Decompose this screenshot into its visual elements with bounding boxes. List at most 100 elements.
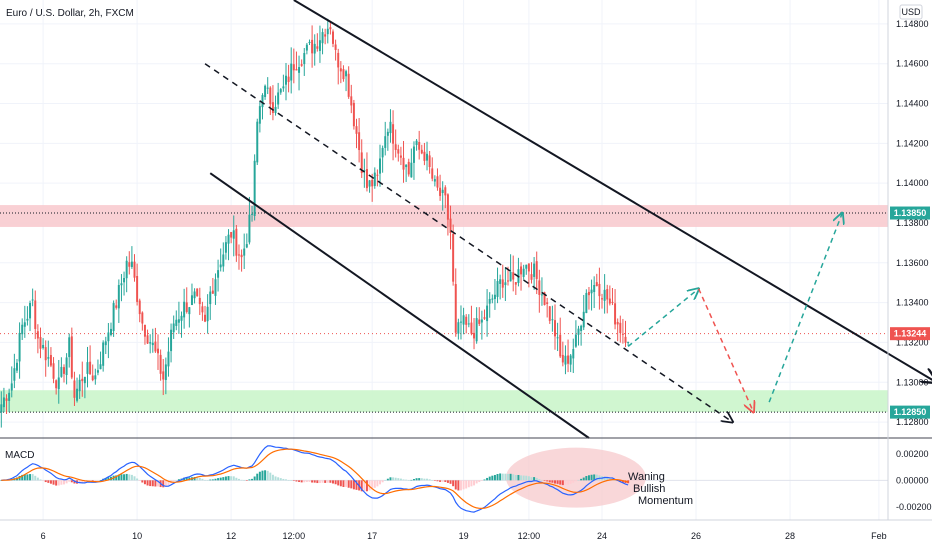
candle-body (311, 39, 314, 54)
candle-body (394, 144, 397, 150)
resistance-badge-label: 1.13850 (894, 208, 927, 218)
candle-body (157, 348, 160, 354)
bullish-leg-1-projection[interactable] (627, 289, 699, 347)
macd-histogram-bar (394, 477, 397, 481)
macd-histogram-bar (493, 474, 496, 481)
candle-body (339, 68, 342, 72)
candle-body (475, 318, 478, 342)
macd-histogram-bar (514, 475, 517, 481)
currency-box[interactable] (899, 4, 923, 20)
macd-histogram-bar (23, 474, 26, 481)
candle-body (616, 321, 619, 325)
macd-histogram-bar (538, 479, 541, 481)
mid-channel-line[interactable] (204, 63, 733, 422)
candle-body (412, 146, 415, 163)
candle-body (206, 306, 209, 322)
price-tick-label: 1.13000 (896, 377, 929, 387)
macd-tick-label: -0.00200 (896, 502, 932, 512)
candle-body (185, 302, 188, 312)
candle-body (39, 337, 42, 349)
support-badge-label: 1.12850 (894, 407, 927, 417)
macd-histogram-bar (436, 480, 439, 482)
macd-histogram-bar (614, 480, 617, 481)
time-tick-label: 26 (691, 531, 701, 541)
bearish-leg-projection[interactable] (697, 288, 754, 412)
macd-histogram-bar (350, 480, 353, 489)
macd-histogram-bar (311, 480, 314, 483)
candle-body (452, 233, 455, 282)
candle-body (57, 377, 60, 390)
macd-histogram-bar (198, 477, 201, 481)
candle-body (546, 302, 549, 304)
macd-histogram-bar (332, 480, 334, 484)
candle-body (363, 170, 366, 172)
macd-histogram-bar (298, 480, 301, 482)
candle-body (457, 322, 460, 334)
macd-highlight-ellipse (505, 447, 646, 508)
candle-body (548, 306, 551, 321)
candle-body (373, 172, 376, 186)
macd-histogram-bar (392, 477, 395, 481)
candle-body (235, 228, 238, 256)
candle-body (193, 291, 196, 299)
candle-body (478, 319, 481, 324)
candle-body (251, 213, 254, 215)
macd-histogram-bar (214, 478, 217, 481)
lower-channel-line[interactable] (209, 172, 590, 439)
candle-body (89, 361, 92, 375)
candle-body (23, 322, 26, 327)
macd-histogram-bar (154, 480, 157, 487)
candle-body (499, 279, 502, 284)
macd-histogram-bar (193, 476, 196, 481)
macd-histogram-bar (172, 480, 175, 482)
current-price-badge-label: 1.13244 (894, 329, 927, 339)
macd-histogram-bar (415, 478, 418, 481)
price-axis[interactable]: 1.14800 1.14600 1.14400 1.14200 1.14000 1.138… (896, 19, 929, 427)
candle-body (303, 53, 306, 65)
candle-body (358, 132, 361, 151)
macd-histogram-bar (426, 478, 429, 481)
candle-body (608, 298, 611, 304)
time-tick-label: Feb (871, 531, 887, 541)
macd-histogram-bar (556, 480, 559, 484)
macd-histogram-bar (509, 473, 512, 481)
candle-body (621, 333, 624, 335)
macd-histogram-bar (287, 480, 290, 481)
time-axis[interactable]: 6 10 12 12:00 17 19 12:00 24 26 28 Feb (41, 531, 887, 541)
candle-body (107, 332, 110, 342)
macd-histogram-bar (483, 479, 486, 481)
candle-body (559, 334, 562, 357)
macd-histogram-bar (143, 480, 146, 485)
candle-body (2, 397, 5, 408)
bullish-leg-2-projection[interactable] (768, 213, 842, 403)
macd-axis[interactable]: 0.00200 0.00000 -0.00200 (896, 449, 932, 512)
candle-body (68, 337, 71, 358)
macd-histogram-bar (360, 480, 363, 492)
candle-body (15, 362, 18, 371)
macd-histogram-bar (410, 479, 413, 481)
macd-histogram-bar (452, 480, 455, 487)
candle-body (26, 318, 29, 321)
candle-body (52, 363, 55, 379)
macd-histogram-bar (125, 473, 128, 481)
candle-body (209, 291, 212, 305)
price-tick-label: 1.12800 (896, 417, 929, 427)
macd-histogram-bar (551, 480, 554, 483)
macd-histogram-bar (78, 480, 81, 484)
candle-body (318, 40, 321, 51)
macd-histogram-bar (342, 480, 345, 487)
macd-histogram-bar (470, 480, 473, 487)
macd-histogram-bar (91, 480, 94, 482)
candle-body (467, 323, 470, 325)
candle-body (172, 323, 175, 333)
macd-histogram-bar (136, 478, 139, 481)
candle-body (154, 341, 157, 352)
macd-histogram-bar (282, 478, 285, 481)
upper-channel-line[interactable] (293, 0, 932, 382)
macd-histogram-bar (554, 480, 556, 484)
candle-body (337, 52, 340, 68)
macd-histogram-bar (26, 474, 29, 481)
macd-histogram-bar (587, 475, 590, 481)
macd-histogram-bar (300, 480, 303, 483)
